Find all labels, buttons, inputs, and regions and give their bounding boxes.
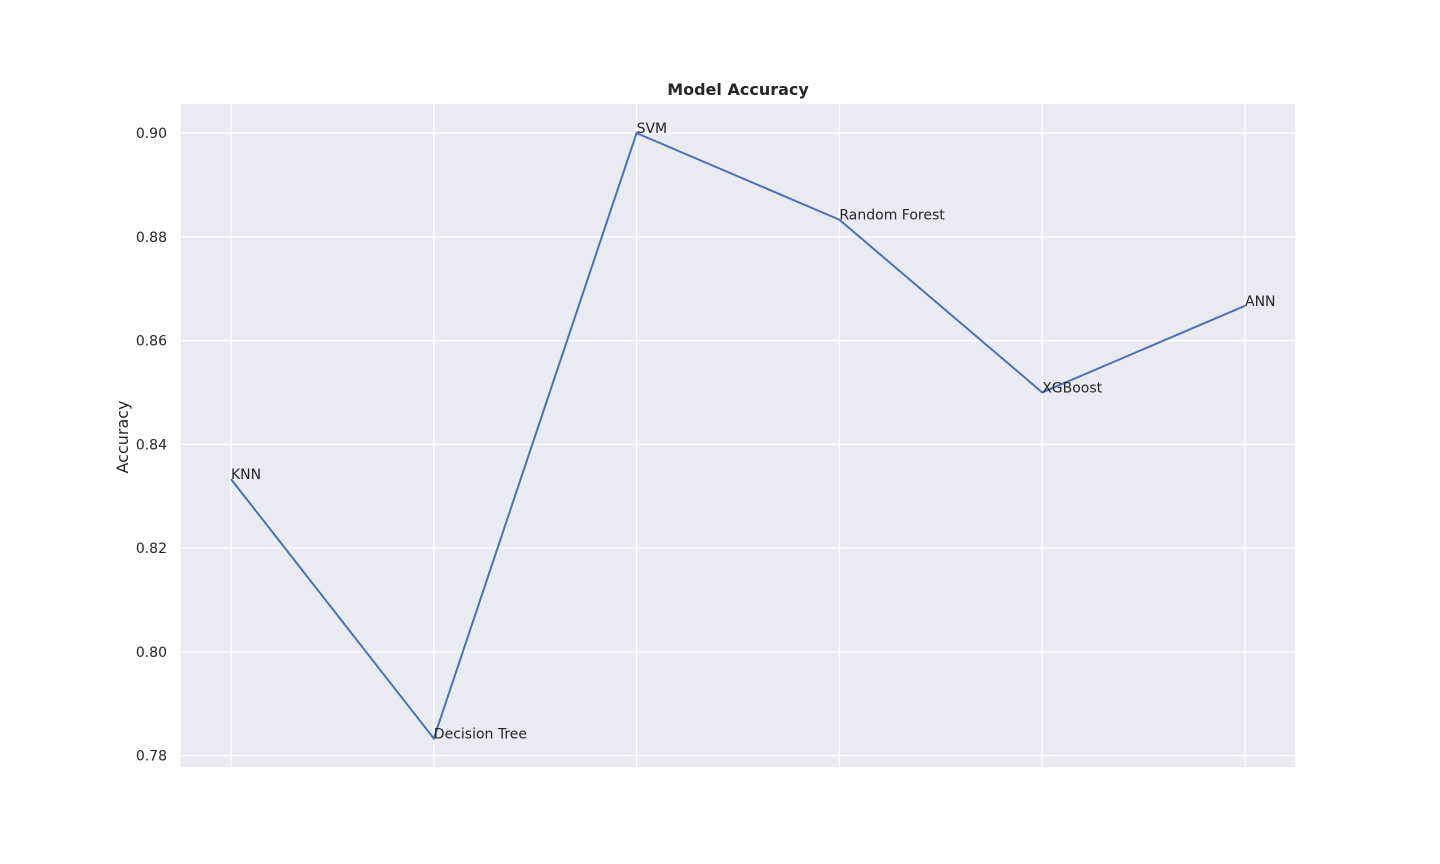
point-label: SVM xyxy=(637,121,668,137)
chart-title: Model Accuracy xyxy=(667,80,809,99)
point-label: XGBoost xyxy=(1042,380,1102,396)
point-labels: KNN Decision Tree SVM Random Forest XGBoost A… xyxy=(231,121,1276,742)
y-tick-label: 0.86 xyxy=(136,334,167,350)
grid-lines xyxy=(181,104,1295,767)
y-tick-label: 0.90 xyxy=(136,126,167,142)
accuracy-line xyxy=(230,131,1246,741)
y-tick-label: 0.82 xyxy=(136,541,167,557)
y-tick-label: 0.80 xyxy=(136,645,167,661)
point-label: Decision Tree xyxy=(434,726,527,742)
y-tick-label: 0.88 xyxy=(136,230,167,246)
y-axis-label: Accuracy xyxy=(113,400,132,473)
point-label: KNN xyxy=(231,467,261,483)
y-tick-labels: 0.78 0.80 0.82 0.84 0.86 0.88 0.90 xyxy=(136,126,167,765)
plot-area xyxy=(181,104,1295,767)
point-label: Random Forest xyxy=(839,208,945,224)
y-tick-label: 0.78 xyxy=(136,749,167,765)
point-label: ANN xyxy=(1245,294,1276,310)
y-tick-label: 0.84 xyxy=(136,437,167,453)
